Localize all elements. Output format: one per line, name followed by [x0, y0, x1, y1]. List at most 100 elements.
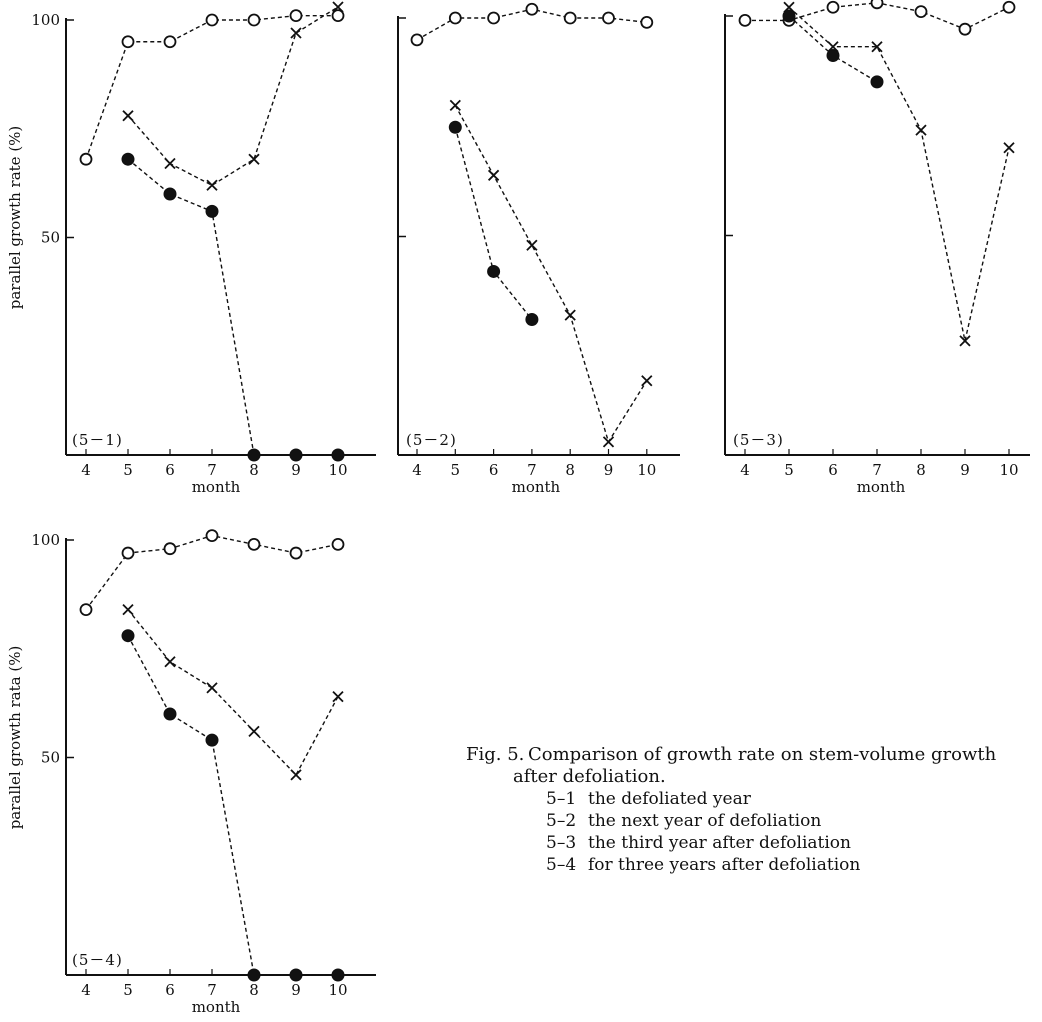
data-point-cross [332, 1, 344, 13]
data-point-open-circle [205, 13, 219, 27]
data-point-open-circle [448, 11, 462, 25]
data-point-filled-circle [331, 968, 345, 982]
series-line [127, 635, 338, 976]
x-tick-label: 6 [828, 461, 838, 479]
data-point-open-circle [563, 11, 577, 25]
data-point-cross [526, 239, 538, 251]
chart-panel: 100 50 4 5 6 7 8 9 10 month parallel growth rata (… [6, 529, 376, 1016]
data-point-cross [1003, 142, 1015, 154]
panel-label: (5－4) [72, 951, 123, 969]
series-filled-circle [782, 9, 884, 89]
x-tick-label: 6 [489, 461, 499, 479]
caption-fig-number: Fig. 5. [466, 744, 525, 765]
series-line [127, 609, 339, 777]
series-open-circle [738, 0, 1016, 36]
caption-item-key: 5–1 [546, 789, 577, 809]
data-point-cross [164, 656, 176, 668]
data-point-open-circle [289, 546, 303, 560]
data-point-cross [602, 436, 615, 448]
data-point-open-circle [247, 537, 261, 551]
series-filled-circle [121, 629, 345, 982]
data-point-open-circle [958, 22, 972, 36]
data-point-filled-circle [782, 9, 796, 23]
chart-panel: 4 5 6 7 8 9 10 month (5－2) [397, 2, 680, 496]
caption-line-2: after defoliation. [513, 766, 666, 787]
data-point-filled-circle [826, 49, 840, 63]
data-point-filled-circle [121, 152, 135, 166]
caption-item-key: 5–2 [546, 811, 577, 831]
panel-label: (5－3) [733, 431, 784, 449]
data-point-filled-circle [205, 733, 219, 747]
x-tick-label: 7 [207, 981, 217, 999]
chart-panel: 100 50 4 5 6 7 8 9 10 month parallel growth rate (… [6, 1, 376, 496]
series-cross [449, 99, 653, 448]
x-tick-label: 9 [291, 981, 301, 999]
caption-item-text: the defoliated year [588, 789, 751, 809]
x-tick-label: 6 [165, 981, 175, 999]
x-tick-label: 5 [451, 461, 461, 479]
data-point-open-circle [331, 9, 345, 23]
data-point-cross [449, 99, 461, 112]
data-point-cross [290, 769, 302, 781]
data-point-filled-circle [289, 448, 303, 462]
data-point-cross [959, 335, 971, 347]
caption-line-1: Comparison of growth rate on stem-volume… [528, 744, 997, 765]
data-point-filled-circle [448, 120, 462, 134]
data-point-cross [206, 179, 218, 191]
data-point-cross [122, 603, 134, 616]
caption-item-key: 5–4 [546, 855, 577, 875]
figure-caption: Fig. 5. Comparison of growth rate on stem… [466, 744, 1036, 876]
data-point-open-circle [121, 35, 135, 49]
caption-item: 5–4 for three years after defoliation [466, 854, 1036, 876]
series-line [454, 105, 648, 444]
series-cross [122, 1, 344, 191]
data-point-cross [206, 682, 218, 694]
series-line [85, 534, 339, 611]
data-point-filled-circle [331, 448, 345, 462]
x-tick-label: 10 [328, 981, 347, 999]
series-line [127, 6, 339, 187]
data-point-open-circle [738, 13, 752, 27]
series-line [788, 6, 1010, 342]
series-line [788, 15, 878, 83]
x-tick-label: 9 [291, 461, 301, 479]
data-point-cross [164, 157, 176, 170]
x-tick-label: 7 [527, 461, 537, 479]
data-point-open-circle [525, 2, 539, 16]
data-point-open-circle [247, 13, 261, 27]
series-open-circle [410, 2, 654, 47]
x-tick-label: 9 [604, 461, 614, 479]
x-tick-label: 4 [81, 461, 91, 479]
data-point-open-circle [163, 35, 177, 49]
caption-item-key: 5–3 [546, 833, 577, 853]
data-point-open-circle [79, 603, 93, 616]
data-point-open-circle [870, 0, 884, 10]
data-point-cross [248, 153, 260, 165]
series-cross [122, 603, 344, 781]
caption-item-text: the third year after defoliation [588, 833, 851, 853]
data-point-open-circle [602, 11, 615, 25]
data-point-filled-circle [247, 968, 261, 982]
caption-item-text: the next year of defoliation [588, 811, 822, 831]
x-tick-label: 5 [123, 461, 133, 479]
y-tick-label: 100 [31, 531, 60, 549]
x-axis-title: month [192, 478, 241, 496]
x-tick-label: 7 [872, 461, 882, 479]
data-point-open-circle [289, 9, 303, 23]
data-point-cross [332, 690, 344, 703]
data-point-cross [915, 124, 927, 136]
series-open-circle [79, 9, 345, 166]
caption-item-text: for three years after defoliation [588, 855, 861, 875]
x-tick-label: 6 [165, 461, 175, 479]
data-point-open-circle [163, 542, 177, 556]
x-axis-title: month [512, 478, 561, 496]
x-tick-label: 5 [123, 981, 133, 999]
data-point-filled-circle [163, 707, 177, 721]
data-point-cross [564, 309, 576, 321]
y-axis-title: parallel growth rate (%) [6, 126, 24, 310]
data-point-filled-circle [487, 264, 501, 278]
data-point-cross [641, 375, 653, 387]
x-tick-label: 5 [784, 461, 794, 479]
y-tick-label: 50 [41, 749, 60, 767]
